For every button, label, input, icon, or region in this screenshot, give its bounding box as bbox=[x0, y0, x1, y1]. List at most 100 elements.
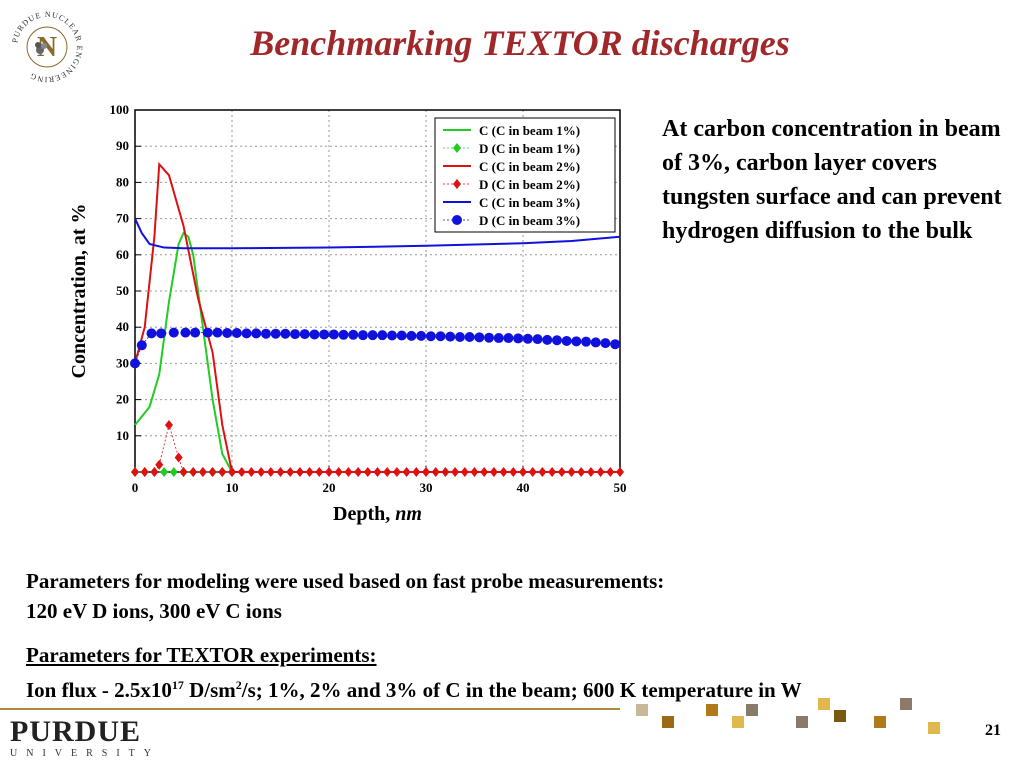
series-line bbox=[134, 161, 620, 473]
data-point bbox=[160, 467, 169, 477]
university-wordmark: UNIVERSITY bbox=[10, 748, 160, 759]
decor-square bbox=[662, 716, 674, 728]
decor-square bbox=[818, 698, 830, 710]
data-point bbox=[606, 467, 615, 477]
data-point bbox=[247, 467, 256, 477]
data-point bbox=[616, 467, 624, 477]
data-point bbox=[280, 328, 291, 339]
ion-flux-unit: D/sm bbox=[183, 678, 236, 702]
data-point bbox=[519, 467, 527, 477]
data-point bbox=[425, 331, 436, 342]
data-point bbox=[586, 467, 595, 477]
data-point bbox=[334, 467, 343, 477]
data-point bbox=[489, 467, 498, 477]
data-point bbox=[610, 339, 621, 350]
data-point bbox=[299, 329, 310, 340]
textor-parameters: Parameters for TEXTOR experiments: Ion f… bbox=[26, 640, 802, 705]
data-point bbox=[169, 467, 178, 477]
data-point bbox=[140, 467, 149, 477]
data-point bbox=[367, 330, 378, 341]
data-point bbox=[130, 358, 140, 369]
data-point bbox=[431, 467, 440, 477]
logo-letter: N bbox=[37, 32, 57, 63]
series-line bbox=[134, 231, 620, 473]
footer-divider bbox=[0, 708, 620, 710]
data-point bbox=[266, 467, 275, 477]
data-point bbox=[392, 467, 401, 477]
data-point bbox=[241, 328, 252, 339]
data-point bbox=[150, 467, 159, 477]
data-point bbox=[493, 333, 504, 344]
data-point bbox=[373, 467, 382, 477]
x-tick-label: 50 bbox=[614, 480, 627, 495]
data-point bbox=[146, 328, 157, 339]
purdue-wordmark: PURDUE bbox=[10, 715, 141, 748]
data-point bbox=[208, 467, 217, 477]
data-point bbox=[470, 467, 479, 477]
data-point bbox=[377, 330, 388, 341]
data-point bbox=[416, 330, 427, 341]
decor-square bbox=[706, 704, 718, 716]
decor-square bbox=[928, 722, 940, 734]
data-point bbox=[260, 328, 271, 339]
data-point bbox=[286, 467, 295, 477]
data-point bbox=[441, 467, 450, 477]
data-point bbox=[499, 467, 508, 477]
decor-square bbox=[834, 710, 846, 722]
concentration-chart: 0 10 20 30 40 50 10 20 30 40 50 60 70 80 90 100 Depth, n… bbox=[68, 102, 627, 525]
data-point bbox=[168, 327, 179, 338]
data-point bbox=[344, 467, 353, 477]
decor-square bbox=[732, 716, 744, 728]
data-point bbox=[538, 467, 547, 477]
page-title: Benchmarking TEXTOR discharges bbox=[250, 23, 790, 63]
data-point bbox=[338, 329, 349, 340]
data-point bbox=[131, 467, 139, 477]
ion-flux-exponent: 17 bbox=[171, 678, 184, 692]
data-point bbox=[571, 336, 582, 347]
data-point bbox=[503, 333, 514, 344]
data-point bbox=[548, 467, 557, 477]
data-point bbox=[412, 467, 421, 477]
data-point bbox=[276, 467, 285, 477]
data-point bbox=[231, 327, 242, 338]
data-point bbox=[596, 467, 605, 477]
data-point bbox=[305, 467, 314, 477]
data-point bbox=[474, 332, 485, 343]
data-point bbox=[402, 467, 411, 477]
ion-flux-unit-exponent: 2 bbox=[235, 678, 242, 692]
modeling-parameters: Parameters for modeling were used based … bbox=[26, 566, 664, 626]
data-point bbox=[290, 329, 301, 340]
y-tick-label: 70 bbox=[116, 211, 129, 226]
data-point bbox=[257, 467, 266, 477]
data-point bbox=[270, 328, 281, 339]
data-point bbox=[325, 467, 333, 477]
data-point bbox=[328, 329, 339, 340]
data-point bbox=[509, 467, 518, 477]
data-point bbox=[179, 467, 188, 477]
data-point bbox=[218, 467, 227, 477]
x-axis-label: Depth, nm bbox=[333, 503, 422, 525]
data-point bbox=[180, 327, 191, 338]
data-point bbox=[202, 327, 213, 338]
data-point bbox=[551, 335, 562, 346]
series-connector bbox=[135, 423, 620, 473]
legend-label: C (C in beam 3%) bbox=[479, 195, 580, 210]
data-point bbox=[484, 332, 495, 343]
data-point bbox=[164, 419, 173, 430]
data-point bbox=[557, 467, 566, 477]
data-point bbox=[422, 467, 430, 477]
legend-label: D (C in beam 3%) bbox=[479, 213, 580, 228]
data-point bbox=[190, 327, 201, 338]
data-point bbox=[451, 467, 460, 477]
data-point bbox=[542, 334, 553, 345]
decor-square bbox=[900, 698, 912, 710]
data-point bbox=[363, 467, 372, 477]
y-axis-label: Concentration, at % bbox=[68, 204, 90, 379]
data-point bbox=[237, 467, 246, 477]
y-tick-label: 40 bbox=[116, 319, 129, 334]
data-point bbox=[445, 331, 456, 342]
data-point bbox=[155, 459, 164, 470]
ion-flux-prefix: Ion flux - 2.5x10 bbox=[26, 678, 172, 702]
y-tick-label: 60 bbox=[116, 247, 129, 262]
data-point bbox=[600, 338, 611, 349]
